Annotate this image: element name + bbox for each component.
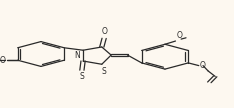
Text: O: O [0,56,5,65]
Text: O: O [200,61,206,70]
Text: S: S [80,72,84,81]
Text: N: N [74,51,80,60]
Text: O: O [176,32,182,40]
Text: S: S [102,68,106,76]
Text: O: O [101,27,107,36]
